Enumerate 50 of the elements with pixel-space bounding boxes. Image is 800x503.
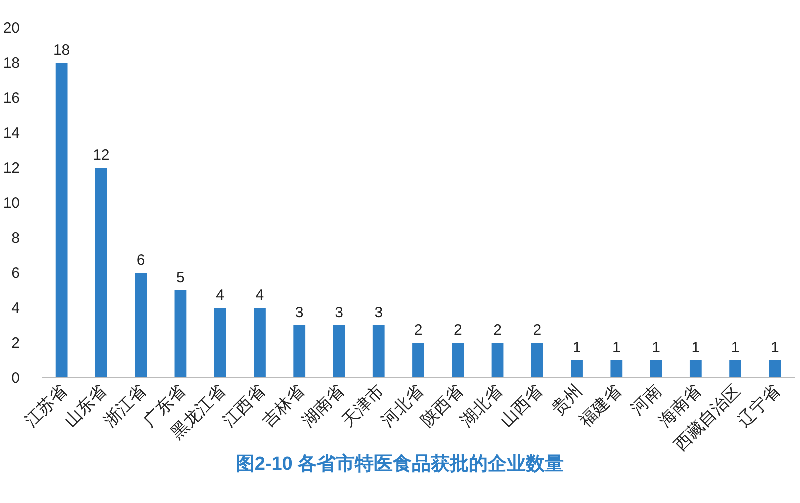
data-label: 12 [93, 147, 110, 164]
data-label: 1 [612, 340, 621, 356]
bar [610, 360, 623, 378]
bar [135, 273, 148, 378]
data-label: 3 [335, 304, 344, 322]
data-label: 5 [176, 270, 185, 286]
data-label: 1 [572, 340, 582, 356]
bar [690, 360, 702, 378]
data-label: 3 [295, 304, 304, 322]
data-label: 3 [374, 304, 384, 322]
text: 图2-10 各省市特医食品获批的企业数量 [236, 453, 564, 475]
y-tick-label: 2 [12, 335, 20, 352]
y-tick-label: 6 [12, 265, 20, 282]
bar [214, 308, 226, 378]
data-label: 18 [53, 42, 70, 59]
bar [174, 290, 187, 378]
data-label: 1 [652, 340, 660, 356]
bar [254, 308, 266, 378]
bar [96, 168, 108, 378]
bar [492, 343, 504, 378]
data-label: 1 [731, 340, 740, 356]
y-tick-label: 12 [3, 160, 20, 177]
data-label: 2 [494, 322, 502, 339]
bar [650, 360, 662, 378]
data-label: 4 [216, 287, 225, 304]
bar [730, 360, 742, 378]
data-label: 1 [692, 340, 700, 356]
bar [56, 63, 68, 378]
data-label: 6 [136, 252, 146, 269]
y-tick-label: 18 [3, 55, 20, 72]
data-label: 2 [414, 322, 423, 339]
bar [294, 326, 306, 378]
y-tick-label: 0 [12, 370, 20, 387]
bar [769, 360, 782, 378]
data-label: 1 [771, 340, 780, 356]
y-tick-label: 16 [3, 90, 20, 107]
bar [412, 343, 424, 378]
data-label: 2 [454, 322, 462, 339]
bar [452, 343, 464, 378]
bar [531, 343, 544, 378]
y-tick-label: 8 [12, 230, 20, 247]
data-label: 2 [533, 322, 542, 339]
y-tick-label: 14 [3, 125, 20, 142]
bar [571, 360, 583, 378]
y-tick-label: 4 [12, 300, 20, 317]
y-tick-label: 20 [3, 20, 20, 37]
bar [372, 326, 385, 378]
data-label: 4 [256, 287, 264, 304]
bar [333, 326, 346, 378]
y-tick-label: 10 [3, 195, 20, 212]
